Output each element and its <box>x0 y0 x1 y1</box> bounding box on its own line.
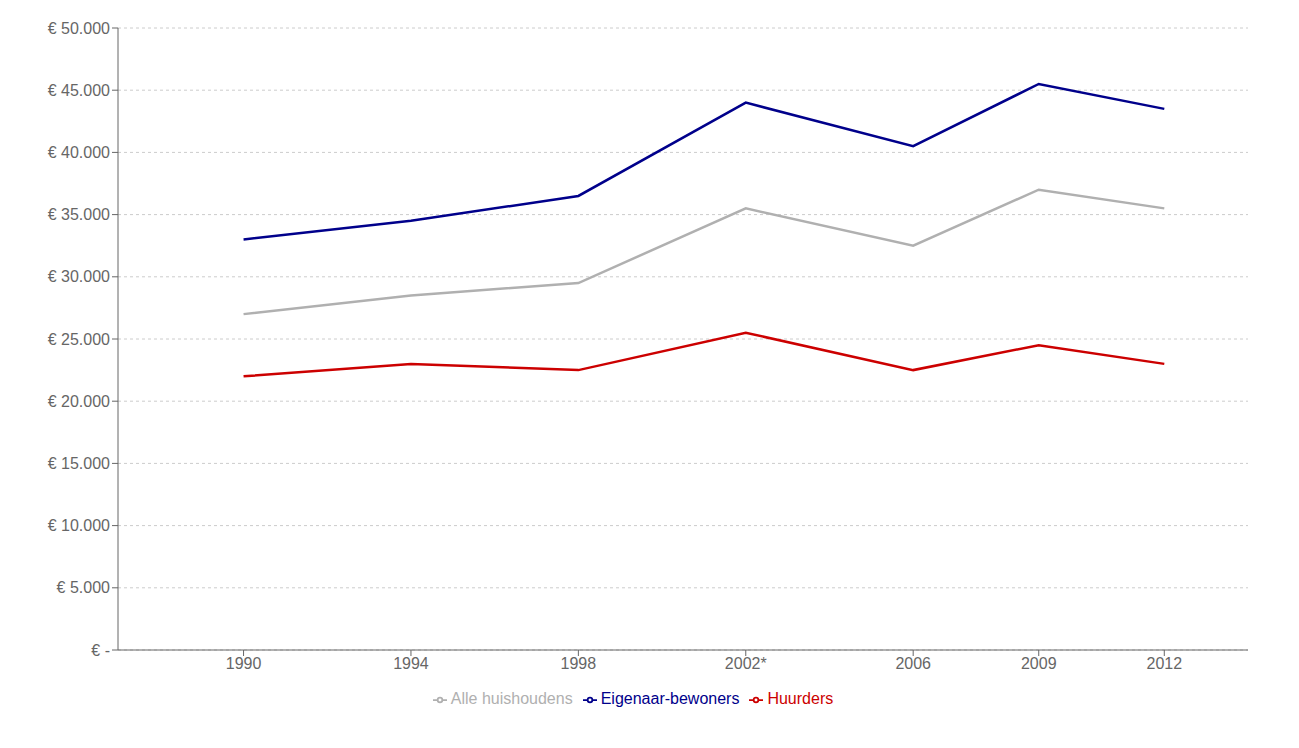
html-text:Eigenaar-bewoners: Eigenaar-bewoners <box>600 690 740 707</box>
html-text:Huurders: Huurders <box>767 690 834 707</box>
svg-text:1998: 1998 <box>561 655 597 672</box>
svg-text:€ 40.000: € 40.000 <box>48 144 110 161</box>
svg-text:2006: 2006 <box>895 655 931 672</box>
svg-text:2009: 2009 <box>1021 655 1057 672</box>
svg-text:€ 45.000: € 45.000 <box>48 82 110 99</box>
svg-text:€ 30.000: € 30.000 <box>48 268 110 285</box>
svg-text:€ 10.000: € 10.000 <box>48 517 110 534</box>
svg-text:1994: 1994 <box>393 655 429 672</box>
svg-text:€ 15.000: € 15.000 <box>48 455 110 472</box>
svg-text:€ -: € - <box>91 642 110 659</box>
svg-text:2012: 2012 <box>1146 655 1182 672</box>
html-text:Alle huishoudens: Alle huishoudens <box>450 690 573 707</box>
svg-text:€ 35.000: € 35.000 <box>48 206 110 223</box>
svg-text:€ 20.000: € 20.000 <box>48 393 110 410</box>
svg-text:2002*: 2002* <box>725 655 767 672</box>
svg-text:1990: 1990 <box>226 655 262 672</box>
svg-text:€ 25.000: € 25.000 <box>48 331 110 348</box>
svg-text:€ 5.000: € 5.000 <box>57 579 110 596</box>
svg-text:€ 50.000: € 50.000 <box>48 20 110 37</box>
